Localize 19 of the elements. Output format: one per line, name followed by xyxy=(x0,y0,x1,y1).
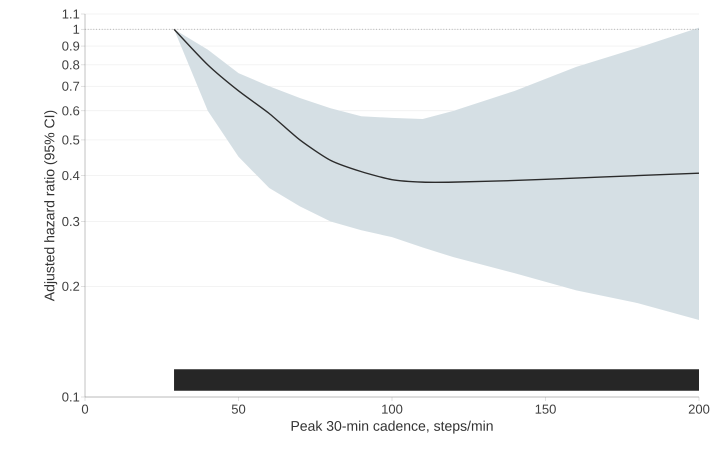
y-tick-label: 0.3 xyxy=(62,216,80,226)
line-series xyxy=(173,28,700,183)
y-axis-title: Adjusted hazard ratio (95% CI) xyxy=(44,110,58,302)
y-tick-label: 0.2 xyxy=(62,282,80,291)
x-tick-label: 150 xyxy=(536,404,556,414)
y-tick-label: 0.8 xyxy=(62,60,80,70)
x-tick-label: 200 xyxy=(688,404,710,414)
y-tick-label: 1.1 xyxy=(62,10,80,18)
y-tick-label: 0.7 xyxy=(62,82,80,91)
y-tick-label: 0.4 xyxy=(62,170,80,180)
y-tick-label: 0.1 xyxy=(62,392,80,402)
x-tick-label: 50 xyxy=(232,404,246,414)
y-tick-label: 1 xyxy=(74,24,80,34)
y-tick-label: 0.6 xyxy=(62,106,80,116)
x-axis-title: Peak 30-min cadence, steps/min xyxy=(292,420,493,434)
x-tick-label: 0 xyxy=(82,404,88,414)
x-tick-label: 100 xyxy=(382,404,402,414)
y-tick-label: 0.9 xyxy=(62,41,80,51)
y-tick-label: 0.5 xyxy=(62,135,80,145)
